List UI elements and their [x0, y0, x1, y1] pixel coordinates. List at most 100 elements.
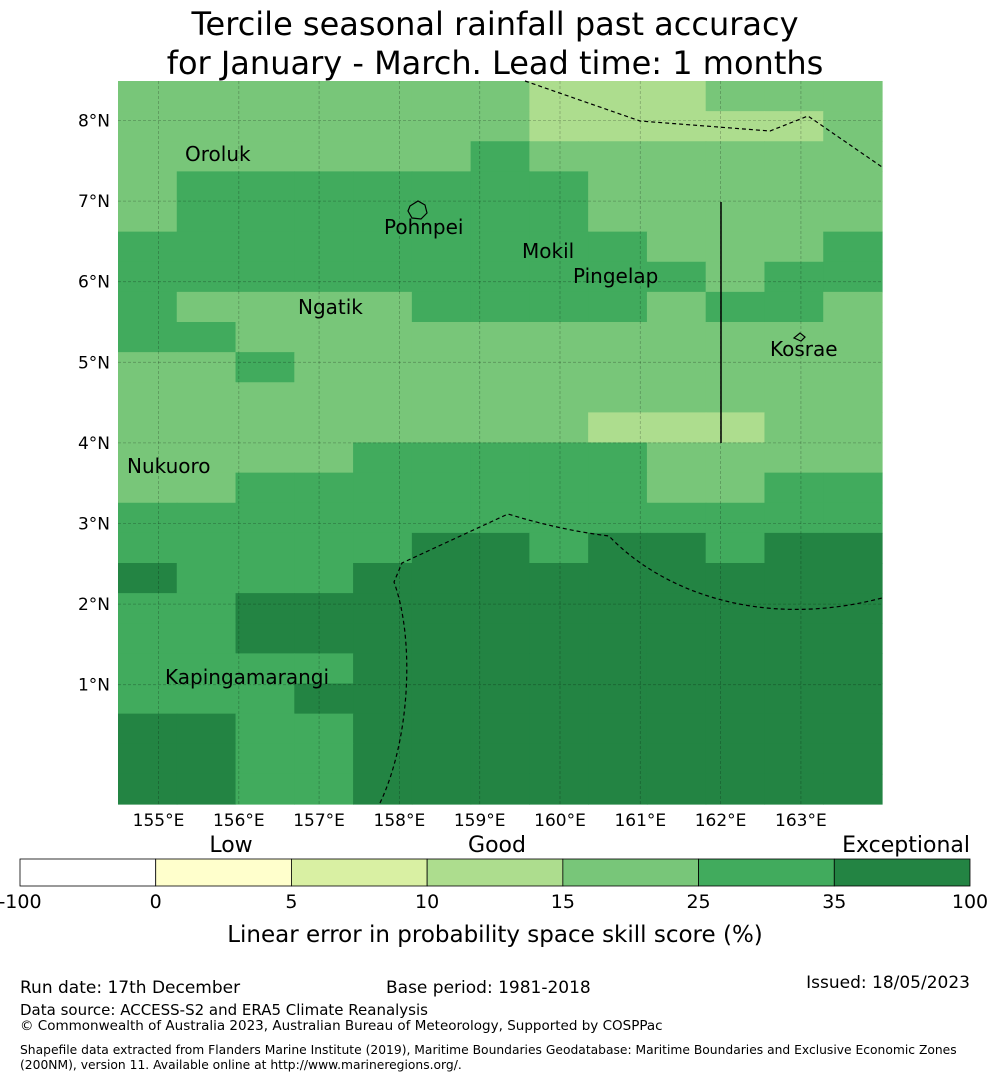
grid-cell	[294, 412, 354, 444]
grid-cell	[235, 291, 295, 323]
data-source: Data source: ACCESS-S2 and ERA5 Climate …	[20, 1001, 428, 1019]
grid-cell	[411, 382, 472, 413]
grid-cell	[646, 773, 707, 805]
grid-cell	[470, 81, 530, 112]
grid-cell	[529, 442, 589, 474]
colorbar-segment	[833, 858, 971, 887]
grid-cell	[353, 261, 413, 293]
grid-cell	[764, 141, 824, 172]
grid-cell	[529, 532, 589, 564]
grid-cell	[411, 623, 472, 654]
grid-cell	[235, 502, 295, 534]
grid-cell	[294, 141, 354, 172]
grid-cell	[118, 231, 178, 263]
base-period: Base period: 1981-2018	[386, 978, 591, 998]
grid-cell	[235, 683, 295, 715]
grid-cell	[646, 442, 707, 474]
grid-cell	[764, 563, 824, 594]
grid-cell	[646, 231, 707, 263]
grid-cell	[588, 472, 648, 504]
grid-cell	[176, 352, 237, 383]
grid-cell	[353, 743, 413, 775]
grid-cell	[294, 653, 354, 685]
grid-cell	[764, 653, 824, 685]
grid-cell	[529, 141, 589, 172]
grid-cell	[588, 773, 648, 805]
grid-cell	[294, 171, 354, 203]
grid-cell	[411, 81, 472, 112]
grid-cell	[588, 201, 648, 233]
grid-cell	[588, 442, 648, 474]
grid-cell	[646, 261, 707, 293]
colorbar-categories: Low Good Exceptional	[209, 833, 970, 858]
skill-map: 8°N 7°N 6°N 5°N 4°N 3°N 2°N 1°N 155°E 156°E 157°E…	[0, 80, 988, 948]
grid-cell	[529, 683, 589, 715]
latitude-tick-label: 8°N	[78, 112, 110, 132]
grid-cell	[764, 442, 824, 474]
grid-cell	[646, 81, 707, 112]
colorbar-category-label: Exceptional	[842, 833, 970, 858]
grid-cell	[294, 472, 354, 504]
colorbar-tick-label: 100	[952, 891, 988, 913]
grid-cell	[764, 291, 824, 323]
grid-cell	[705, 623, 766, 654]
latitude-tick-label: 4°N	[78, 434, 110, 454]
grid-cell	[588, 291, 648, 323]
grid-cell	[176, 472, 237, 504]
grid-cell	[646, 653, 707, 685]
grid-cell	[118, 442, 178, 474]
grid-cell	[823, 442, 883, 474]
grid-cell	[529, 382, 589, 413]
grid-cell	[764, 532, 824, 564]
grid-cell	[705, 322, 766, 353]
grid-cell	[764, 111, 824, 142]
grid-cell	[823, 683, 883, 715]
grid-cell	[118, 593, 178, 624]
colorbar-segment	[698, 858, 835, 887]
colorbar-segment	[19, 858, 157, 887]
latitude-tick-label: 6°N	[78, 273, 110, 293]
colorbar-tick-label: 25	[686, 891, 710, 913]
grid-cell	[294, 352, 354, 383]
grid-cell	[705, 412, 766, 444]
grid-cell	[646, 111, 707, 142]
grid-cell	[646, 382, 707, 413]
grid-cell	[646, 171, 707, 203]
grid-cell	[529, 231, 589, 263]
colorbar-title: Linear error in probability space skill …	[227, 922, 763, 948]
colorbar-tick-label: 35	[822, 891, 846, 913]
grid-cell	[411, 171, 472, 203]
latitude-tick-label: 5°N	[78, 353, 110, 373]
grid-cell	[705, 442, 766, 474]
grid-cell	[588, 713, 648, 745]
latitude-tick-label: 7°N	[78, 192, 110, 212]
grid-cell	[235, 322, 295, 353]
grid-cell	[470, 171, 530, 203]
grid-cell	[646, 593, 707, 624]
grid-cell	[646, 563, 707, 594]
grid-cell	[235, 563, 295, 594]
colorbar-tick-label: 5	[285, 891, 297, 913]
grid-cell	[235, 623, 295, 654]
grid-cell	[705, 382, 766, 413]
grid-cell	[353, 713, 413, 745]
grid-cell	[705, 291, 766, 323]
grid-cell	[353, 623, 413, 654]
grid-cell	[176, 141, 237, 172]
grid-cell	[411, 261, 472, 293]
colorbar-tick-label: -100	[0, 891, 42, 913]
grid-cell	[764, 683, 824, 715]
eez-boundary-south	[379, 513, 883, 804]
grid-cell	[705, 743, 766, 775]
colorbar-segment	[562, 858, 699, 887]
grid-cell	[176, 773, 237, 805]
grid-cell	[176, 683, 237, 715]
grid-cell	[646, 502, 707, 534]
grid-cell	[176, 201, 237, 233]
grid-cell	[529, 261, 589, 293]
place-label: Kapingamarangi	[165, 665, 329, 689]
grid-cell	[646, 683, 707, 715]
grid-cell	[588, 352, 648, 383]
grid-cell	[470, 141, 530, 172]
grid-cell	[353, 291, 413, 323]
